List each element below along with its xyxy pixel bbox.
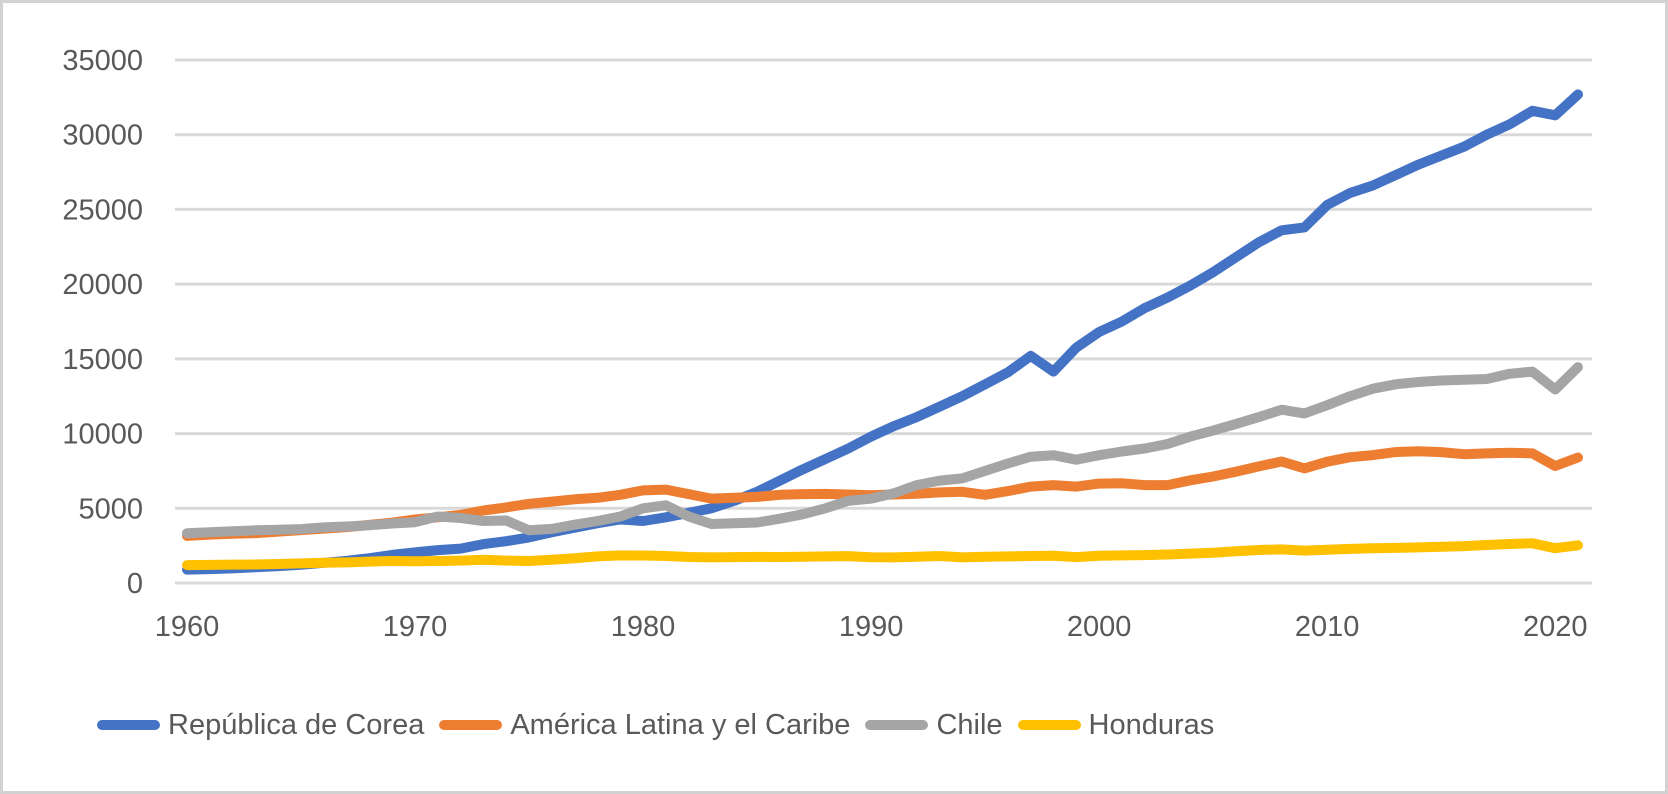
y-axis-labels: 0 5000 10000 15000 20000 25000 30000 35000 xyxy=(62,45,143,600)
series-line-honduras xyxy=(182,538,1583,571)
chart-canvas: 0 5000 10000 15000 20000 25000 30000 35000 1960… xyxy=(62,45,1592,643)
legend-item-chile: Chile xyxy=(865,708,1003,742)
x-axis-tick-label: 1990 xyxy=(839,611,904,643)
x-axis-tick-label: 2010 xyxy=(1295,611,1360,643)
x-axis-tick-label: 1960 xyxy=(155,611,220,643)
legend-label: América Latina y el Caribe xyxy=(510,708,851,741)
series-line-chile xyxy=(182,362,1583,539)
x-axis-labels: 1960 1970 1980 1990 2000 2010 2020 xyxy=(155,611,1588,643)
legend-label: Honduras xyxy=(1088,708,1215,741)
legend-item-america-latina-y-el-caribe: América Latina y el Caribe xyxy=(439,709,850,742)
chart-legend: República de Corea América Latina y el Ca… xyxy=(97,705,1214,745)
legend-label: República de Corea xyxy=(168,708,425,741)
y-axis-tick-label: 5000 xyxy=(78,493,143,525)
y-axis-tick-label: 10000 xyxy=(62,419,143,451)
legend-swatch-republica-de-corea xyxy=(97,720,160,730)
y-axis-tick-label: 25000 xyxy=(62,194,143,226)
legend-item-republica-de-corea: República de Corea xyxy=(97,709,424,742)
series-line-republica-de-corea xyxy=(182,89,1583,575)
x-axis-tick-label: 1980 xyxy=(611,611,676,643)
y-axis-tick-label: 35000 xyxy=(62,45,143,77)
y-axis-tick-label: 15000 xyxy=(62,344,143,376)
legend-swatch-honduras xyxy=(1017,720,1081,730)
x-axis-tick-label: 2000 xyxy=(1067,611,1132,643)
y-axis-tick-label: 20000 xyxy=(62,269,143,301)
x-axis-tick-label: 1970 xyxy=(383,611,448,643)
legend-label: Chile xyxy=(936,708,1003,741)
x-axis-tick-label: 2020 xyxy=(1523,611,1588,643)
series-lines xyxy=(182,89,1583,575)
y-axis-tick-label: 0 xyxy=(127,568,143,600)
legend-swatch-america-latina-y-el-caribe xyxy=(439,720,503,730)
legend-item-honduras: Honduras xyxy=(1017,708,1215,742)
legend-swatch-chile xyxy=(865,720,929,730)
gridlines xyxy=(175,58,1592,585)
y-axis-tick-label: 30000 xyxy=(62,120,143,152)
